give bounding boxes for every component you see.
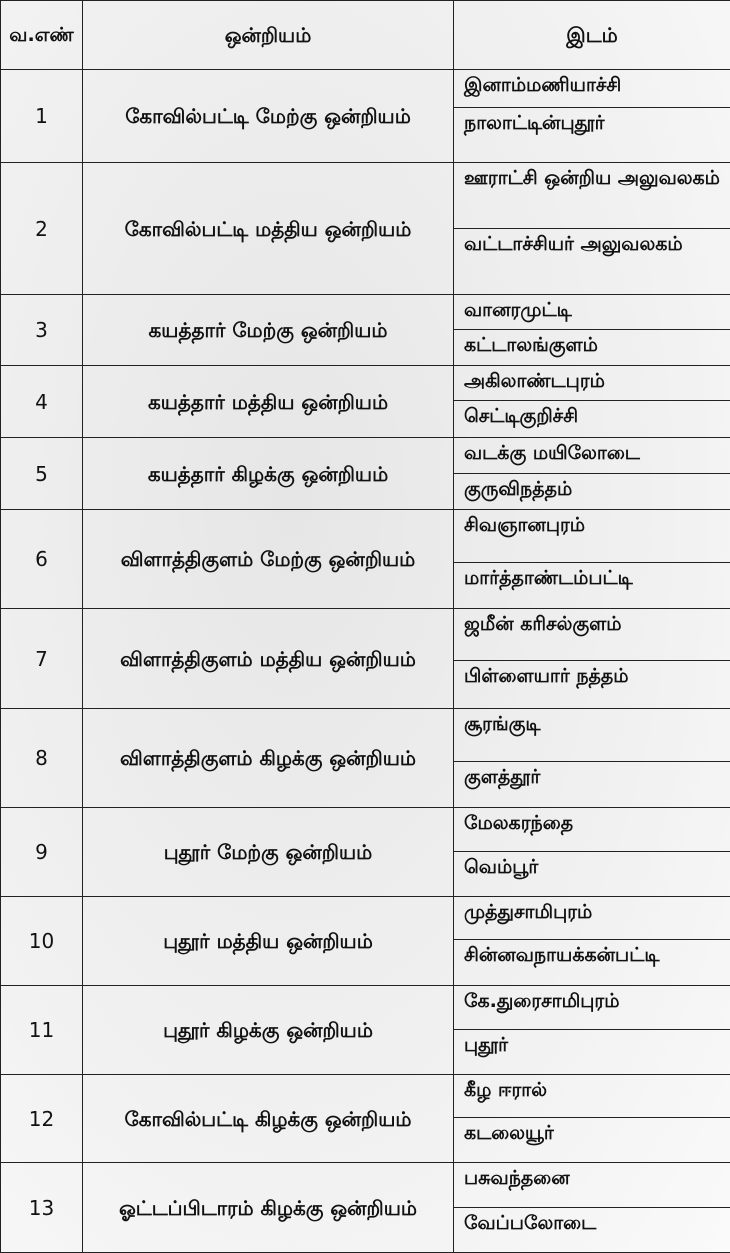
place-name: சிவஞானபுரம்: [453, 509, 730, 563]
union-name: கோவில்பட்டி மத்திய ஒன்றியம்: [82, 162, 454, 295]
place-name: பசுவந்தனை: [453, 1162, 730, 1208]
union-name: புதூர் மேற்கு ஒன்றியம்: [82, 807, 454, 897]
table-subrow: மார்த்தாண்டம்பட்டி: [1, 562, 730, 609]
header-place: இடம்: [453, 0, 730, 70]
place-name: வட்டாச்சியர் அலுவலகம்: [453, 228, 730, 295]
serial-number: 13: [0, 1162, 83, 1253]
table-row: 5 கயத்தார் கிழக்கு ஒன்றியம் வடக்கு மயிலோடை: [0, 437, 730, 510]
table-row: 12 கோவில்பட்டி கிழக்கு ஒன்றியம் கீழ ஈரால்: [0, 1074, 730, 1163]
union-name: விளாத்திகுளம் மேற்கு ஒன்றியம்: [82, 509, 454, 609]
union-name: புதூர் கிழக்கு ஒன்றியம்: [82, 985, 454, 1075]
table-row: 8 விளாத்திகுளம் கிழக்கு ஒன்றியம் சூரங்குடி: [0, 708, 730, 808]
serial-number: 11: [0, 985, 83, 1075]
serial-number: 8: [0, 708, 83, 808]
table-subrow: நாலாட்டின்புதூர்: [1, 107, 730, 163]
table-row: 9 புதூர் மேற்கு ஒன்றியம் மேலகரந்தை: [0, 807, 730, 897]
header-serial: வ.எண்: [0, 0, 83, 70]
serial-number: 1: [0, 69, 83, 163]
place-name: சின்னவநாயக்கன்பட்டி: [453, 939, 730, 986]
serial-number: 5: [0, 437, 83, 510]
table-subrow: குளத்தூர்: [1, 761, 730, 808]
place-name: ஊராட்சி ஒன்றிய அலுவலகம்: [453, 162, 730, 229]
place-name: சூரங்குடி: [453, 708, 730, 762]
table-row: 13 ஓட்டப்பிடாரம் கிழக்கு ஒன்றியம் பசுவந்தன…: [0, 1162, 730, 1253]
place-name: மார்த்தாண்டம்பட்டி: [453, 562, 730, 609]
place-name: மேலகரந்தை: [453, 807, 730, 852]
place-name: நாலாட்டின்புதூர்: [453, 107, 730, 163]
place-name: கடலையூர்: [453, 1117, 730, 1163]
place-name: புதூர்: [453, 1029, 730, 1075]
table-row: 10 புதூர் மத்திய ஒன்றியம் முத்துசாமிபுரம்: [0, 896, 730, 986]
place-name: முத்துசாமிபுரம்: [453, 896, 730, 940]
place-name: வானரமுட்டி: [453, 294, 730, 330]
place-name: வெம்பூர்: [453, 851, 730, 897]
table-row: 2 கோவில்பட்டி மத்திய ஒன்றியம் ஊராட்சி ஒன்ற…: [0, 162, 730, 295]
header-union: ஒன்றியம்: [82, 0, 454, 70]
place-name: செட்டிகுறிச்சி: [453, 400, 730, 438]
table-subrow: வெம்பூர்: [1, 851, 730, 897]
place-name: பிள்ளையார் நத்தம்: [453, 660, 730, 709]
table-subrow: புதூர்: [1, 1029, 730, 1075]
table-row: 3 கயத்தார் மேற்கு ஒன்றியம் வானரமுட்டி: [0, 294, 730, 366]
place-name: அகிலாண்டபுரம்: [453, 365, 730, 401]
table-row: 6 விளாத்திகுளம் மேற்கு ஒன்றியம் சிவஞானபுரம…: [0, 509, 730, 609]
place-name: கே.துரைசாமிபுரம்: [453, 985, 730, 1030]
union-name: கோவில்பட்டி கிழக்கு ஒன்றியம்: [82, 1074, 454, 1163]
place-name: இனாம்மணியாச்சி: [453, 69, 730, 108]
serial-number: 6: [0, 509, 83, 609]
union-name: கயத்தார் மத்திய ஒன்றியம்: [82, 365, 454, 438]
table-subrow: குருவிநத்தம்: [1, 473, 730, 510]
table-subrow: வட்டாச்சியர் அலுவலகம்: [1, 228, 730, 295]
serial-number: 12: [0, 1074, 83, 1163]
table-row: 11 புதூர் கிழக்கு ஒன்றியம் கே.துரைசாமிபுரம…: [0, 985, 730, 1075]
serial-number: 4: [0, 365, 83, 438]
serial-number: 7: [0, 608, 83, 709]
table-row: 4 கயத்தார் மத்திய ஒன்றியம் அகிலாண்டபுரம்: [0, 365, 730, 438]
serial-number: 2: [0, 162, 83, 295]
place-name: கட்டாலங்குளம்: [453, 329, 730, 366]
place-name: வடக்கு மயிலோடை: [453, 437, 730, 474]
place-name: குருவிநத்தம்: [453, 473, 730, 510]
table-row: 1 கோவில்பட்டி மேற்கு ஒன்றியம் இனாம்மணியாச்…: [0, 69, 730, 163]
union-name: கயத்தார் கிழக்கு ஒன்றியம்: [82, 437, 454, 510]
table-subrow: கடலையூர்: [1, 1117, 730, 1163]
table-body: 1 கோவில்பட்டி மேற்கு ஒன்றியம் இனாம்மணியாச்…: [0, 69, 730, 1253]
union-name: ஓட்டப்பிடாரம் கிழக்கு ஒன்றியம்: [82, 1162, 454, 1253]
place-name: குளத்தூர்: [453, 761, 730, 808]
table-subrow: வேப்பலோடை: [1, 1207, 730, 1253]
union-name: விளாத்திகுளம் மத்திய ஒன்றியம்: [82, 608, 454, 709]
union-name: கயத்தார் மேற்கு ஒன்றியம்: [82, 294, 454, 366]
union-name: கோவில்பட்டி மேற்கு ஒன்றியம்: [82, 69, 454, 163]
union-name: விளாத்திகுளம் கிழக்கு ஒன்றியம்: [82, 708, 454, 808]
table-row: 7 விளாத்திகுளம் மத்திய ஒன்றியம் ஜமீன் கரிச…: [0, 608, 730, 709]
serial-number: 10: [0, 896, 83, 986]
place-name: கீழ ஈரால்: [453, 1074, 730, 1118]
union-name: புதூர் மத்திய ஒன்றியம்: [82, 896, 454, 986]
header-row: வ.எண் ஒன்றியம் இடம்: [0, 0, 730, 70]
place-name: ஜமீன் கரிசல்குளம்: [453, 608, 730, 661]
serial-number: 3: [0, 294, 83, 366]
serial-number: 9: [0, 807, 83, 897]
table-subrow: சின்னவநாயக்கன்பட்டி: [1, 939, 730, 986]
table-subrow: செட்டிகுறிச்சி: [1, 400, 730, 438]
table-subrow: பிள்ளையார் நத்தம்: [1, 660, 730, 709]
place-name: வேப்பலோடை: [453, 1207, 730, 1253]
